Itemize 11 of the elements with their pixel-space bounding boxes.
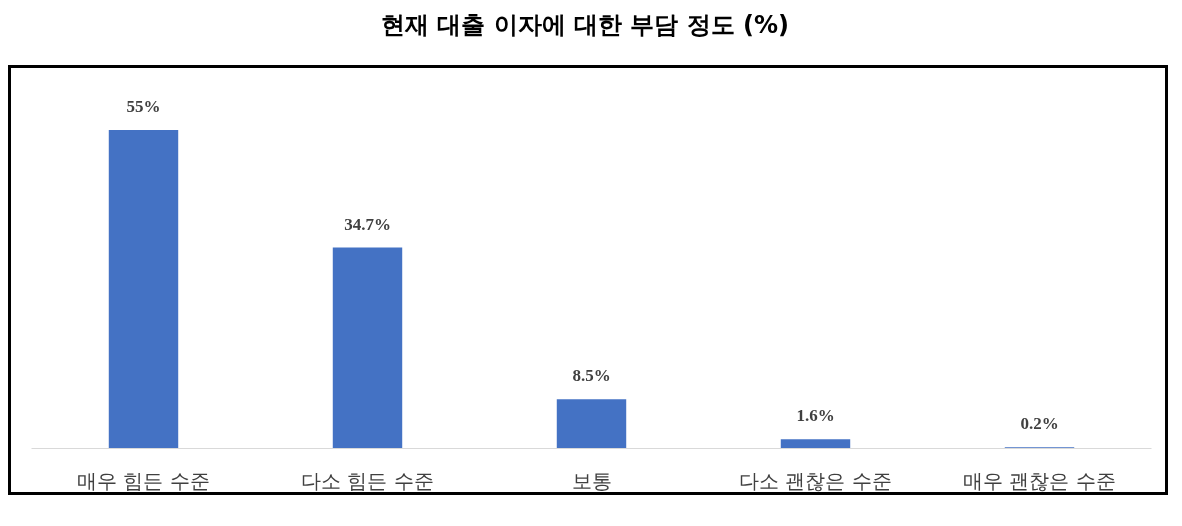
data-label: 0.2% <box>1020 414 1059 434</box>
x-tick-label: 매우 힘든 수준 <box>77 468 210 493</box>
data-label: 55% <box>126 97 161 117</box>
x-tick-label: 매우 괜찮은 수준 <box>963 468 1116 493</box>
data-label: 8.5% <box>572 366 611 386</box>
x-tick-label: 다소 괜찮은 수준 <box>739 468 892 493</box>
x-tick-label: 다소 힘든 수준 <box>301 468 434 493</box>
data-label: 1.6% <box>796 406 835 426</box>
data-label: 34.7% <box>344 214 391 234</box>
chart-title: 현재 대출 이자에 대한 부담 정도 (%) <box>380 10 790 41</box>
x-tick-label: 보통 <box>571 468 612 493</box>
